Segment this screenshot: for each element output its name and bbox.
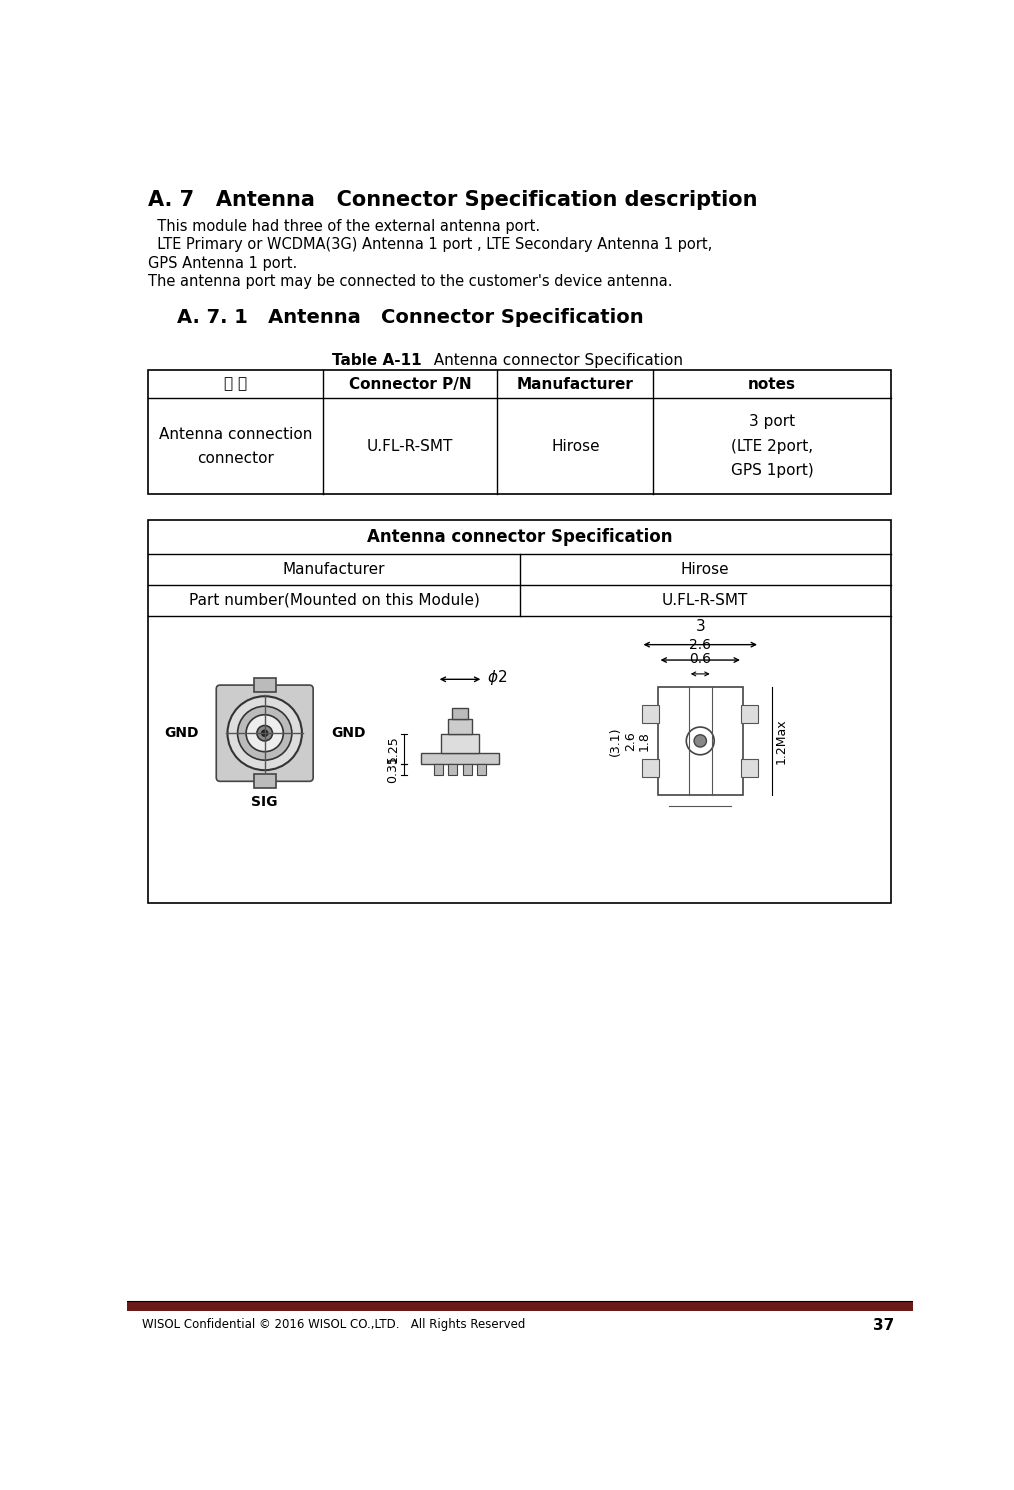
Text: Hirose: Hirose	[551, 440, 599, 454]
Text: U.FL-R-SMT: U.FL-R-SMT	[367, 440, 453, 454]
Text: GND: GND	[164, 726, 199, 741]
Text: GPS Antenna 1 port.: GPS Antenna 1 port.	[148, 256, 298, 271]
Text: 3: 3	[696, 618, 705, 633]
Bar	[421, 754, 499, 764]
Text: 2.6: 2.6	[624, 732, 637, 751]
Bar	[741, 705, 758, 723]
Bar	[463, 764, 473, 775]
Text: Antenna connector Specification: Antenna connector Specification	[424, 353, 682, 368]
Circle shape	[237, 706, 292, 760]
Text: 2.6: 2.6	[690, 638, 711, 653]
FancyBboxPatch shape	[216, 685, 313, 781]
Text: 0.6: 0.6	[690, 653, 711, 666]
Text: LTE Primary or WCDMA(3G) Antenna 1 port , LTE Secondary Antenna 1 port,: LTE Primary or WCDMA(3G) Antenna 1 port …	[148, 237, 713, 252]
Text: notes: notes	[748, 377, 796, 392]
Text: U.FL-R-SMT: U.FL-R-SMT	[662, 593, 748, 608]
Bar	[148, 370, 891, 495]
Text: This module had three of the external antenna port.: This module had three of the external an…	[148, 219, 540, 234]
Text: 1.25: 1.25	[386, 735, 400, 763]
Text: 1.8: 1.8	[637, 732, 650, 751]
Text: 37: 37	[873, 1319, 894, 1334]
Text: Connector P/N: Connector P/N	[349, 377, 472, 392]
Circle shape	[694, 735, 707, 746]
Text: A. 7. 1   Antenna   Connector Specification: A. 7. 1 Antenna Connector Specification	[177, 308, 644, 328]
Text: 3 port
(LTE 2port,
GPS 1port): 3 port (LTE 2port, GPS 1port)	[731, 414, 813, 478]
Text: 구 분: 구 분	[224, 377, 247, 392]
Circle shape	[227, 696, 302, 770]
Circle shape	[686, 727, 714, 755]
Text: Hirose: Hirose	[681, 562, 730, 577]
Text: A. 7   Antenna   Connector Specification description: A. 7 Antenna Connector Specification des…	[148, 191, 757, 210]
Bar	[434, 764, 443, 775]
Bar	[642, 758, 659, 778]
Bar	[148, 520, 891, 903]
Text: SIG: SIG	[251, 796, 278, 809]
Text: (3.1): (3.1)	[608, 726, 622, 755]
Circle shape	[262, 730, 268, 736]
Text: The antenna port may be connected to the customer's device antenna.: The antenna port may be connected to the…	[148, 274, 673, 289]
Bar	[642, 705, 659, 723]
Text: Table A-11: Table A-11	[332, 353, 421, 368]
Text: Antenna connection
connector: Antenna connection connector	[159, 426, 312, 466]
Text: Antenna connector Specification: Antenna connector Specification	[367, 527, 672, 545]
Text: 1.2Max: 1.2Max	[775, 718, 788, 764]
Text: $\phi$2: $\phi$2	[487, 668, 507, 687]
Text: WISOL Confidential © 2016 WISOL CO.,LTD.   All Rights Reserved: WISOL Confidential © 2016 WISOL CO.,LTD.…	[142, 1319, 525, 1332]
Text: Manufacturer: Manufacturer	[283, 562, 385, 577]
Bar	[441, 735, 480, 754]
Text: GND: GND	[331, 726, 365, 741]
Bar	[658, 687, 743, 794]
Text: Manufacturer: Manufacturer	[517, 377, 634, 392]
Circle shape	[257, 726, 273, 741]
Bar	[452, 708, 467, 718]
Bar	[254, 678, 276, 691]
Bar	[477, 764, 487, 775]
Circle shape	[246, 715, 283, 751]
Bar	[741, 758, 758, 778]
Bar	[127, 1301, 913, 1311]
Text: Part number(Mounted on this Module): Part number(Mounted on this Module)	[189, 593, 480, 608]
Bar	[447, 718, 473, 735]
Bar	[447, 764, 457, 775]
Text: 0.35: 0.35	[386, 755, 400, 784]
Bar	[254, 775, 276, 788]
